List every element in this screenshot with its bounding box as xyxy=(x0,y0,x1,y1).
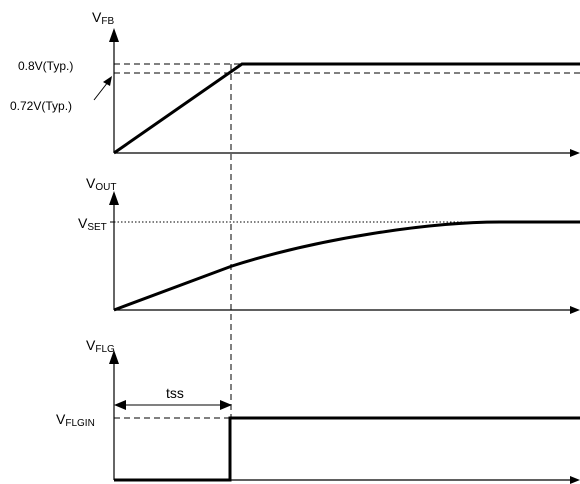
fb-high-level-label: 0.8V(Typ.) xyxy=(18,59,73,73)
flg-waveform xyxy=(114,416,580,482)
flg-y-axis-arrow xyxy=(109,350,119,364)
fb-low-level-pointer-head xyxy=(103,76,112,86)
fb-panel: VFB 0.8V(Typ.) 0.72V(Typ.) xyxy=(10,9,580,157)
fb-low-level-pointer xyxy=(93,81,109,101)
out-waveform xyxy=(113,220,580,312)
out-x-axis-arrow xyxy=(570,306,580,314)
fb-axis-label: VFB xyxy=(92,9,114,27)
fb-low-level-label: 0.72V(Typ.) xyxy=(10,99,72,113)
flg-axis-label: VFLG xyxy=(86,337,115,355)
flg-x-axis-arrow xyxy=(570,476,580,484)
flg-tss-arrow-right xyxy=(220,400,232,410)
fb-y-axis-arrow xyxy=(109,28,119,42)
fb-x-axis-arrow xyxy=(570,149,580,157)
out-set-level-label: VSET xyxy=(78,215,107,233)
flg-in-level-label: VFLGIN xyxy=(56,411,95,429)
out-panel: VOUT VSET xyxy=(78,175,580,314)
out-y-axis-arrow xyxy=(109,191,119,205)
flg-panel: VFLG VFLGIN tss xyxy=(56,337,580,484)
fb-waveform xyxy=(113,62,580,155)
flg-tss-label: tss xyxy=(166,385,184,401)
out-axis-label: VOUT xyxy=(86,175,116,193)
flg-tss-arrow-left xyxy=(114,400,126,410)
